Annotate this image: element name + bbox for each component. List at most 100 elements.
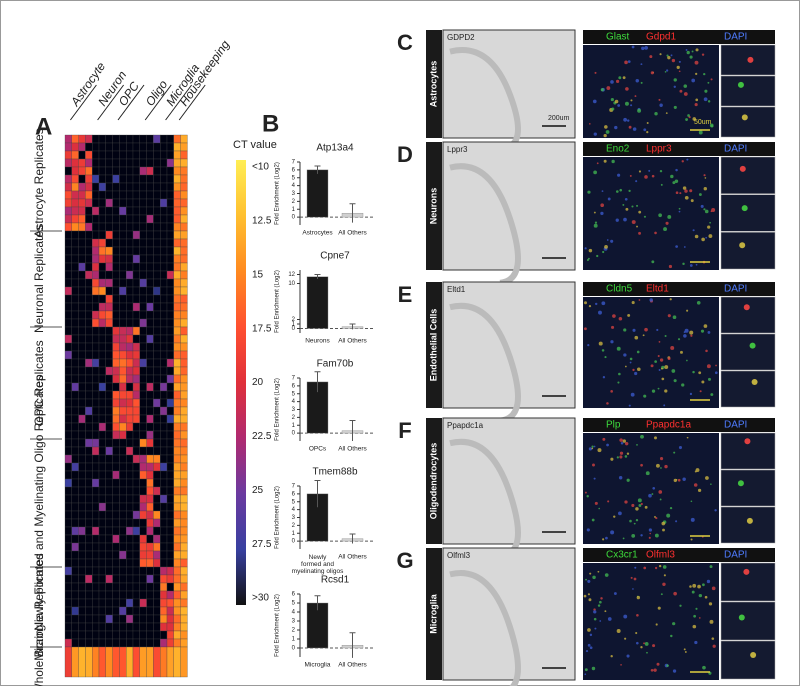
cell-dot xyxy=(607,197,611,201)
heatmap-cell xyxy=(173,390,181,400)
cell-dot xyxy=(617,381,620,384)
cell-dot xyxy=(595,302,598,306)
y-tick-label: 5 xyxy=(292,175,296,181)
heatmap-cell xyxy=(105,334,113,344)
heatmap-cell xyxy=(166,158,174,168)
heatmap-cell xyxy=(160,254,168,264)
heatmap-cell xyxy=(105,134,113,144)
cell-dot xyxy=(677,338,681,341)
cell-dot xyxy=(585,650,589,653)
heatmap-cell xyxy=(132,278,140,288)
heatmap-cell xyxy=(78,542,86,552)
heatmap-cell xyxy=(92,550,100,560)
heatmap-cell xyxy=(173,294,181,304)
heatmap-cell xyxy=(126,270,134,280)
heatmap-cell xyxy=(146,254,154,264)
cell-dot xyxy=(665,221,669,225)
cell-dot xyxy=(651,389,656,393)
heatmap-cell xyxy=(153,630,161,640)
cell-dot xyxy=(602,250,605,254)
inset-cell xyxy=(744,438,751,445)
heatmap-cell xyxy=(160,310,168,320)
heatmap-cell xyxy=(126,630,134,640)
heatmap-cell xyxy=(126,478,134,488)
heatmap-cell xyxy=(126,454,134,464)
cell-dot xyxy=(627,313,631,317)
inset-cell xyxy=(746,517,753,524)
heatmap-cell xyxy=(112,214,120,224)
heatmap-cell xyxy=(180,246,188,256)
cell-dot xyxy=(637,498,642,503)
heatmap-cell xyxy=(85,214,93,224)
cell-dot xyxy=(666,513,671,518)
heatmap-cell xyxy=(166,150,174,160)
cell-dot xyxy=(596,162,599,165)
heatmap-cell xyxy=(98,214,106,224)
cell-dot xyxy=(671,369,676,373)
inset-cell xyxy=(741,205,748,212)
cell-dot xyxy=(672,622,676,626)
heatmap-cell xyxy=(166,606,174,616)
heatmap-cell xyxy=(132,510,140,520)
cell-dot xyxy=(667,215,672,219)
channel-label: Cldn5 xyxy=(606,284,633,295)
heatmap-cell xyxy=(132,518,140,528)
heatmap-cell xyxy=(78,302,86,312)
channel-label: DAPI xyxy=(724,32,747,43)
heatmap-cell xyxy=(126,646,134,678)
heatmap-cell xyxy=(126,182,134,192)
heatmap-cell xyxy=(180,326,188,336)
heatmap-cell xyxy=(92,214,100,224)
heatmap-cell xyxy=(153,502,161,512)
heatmap-cell xyxy=(132,390,140,400)
cell-dot xyxy=(587,344,590,347)
heatmap-cell xyxy=(160,406,168,416)
heatmap-cell xyxy=(105,534,113,544)
heatmap-cell xyxy=(180,190,188,200)
y-tick-label: 5 xyxy=(292,499,296,505)
heatmap-cell xyxy=(173,382,181,392)
error-bar xyxy=(349,533,356,544)
heatmap-cell xyxy=(180,622,188,632)
heatmap-cell xyxy=(112,246,120,256)
heatmap-cell xyxy=(71,318,79,328)
cell-dot xyxy=(676,65,680,69)
heatmap-cell xyxy=(119,590,127,600)
x-tick-label: Astrocytes xyxy=(302,230,333,237)
cell-dot xyxy=(696,300,701,305)
heatmap-cell xyxy=(78,254,86,264)
cell-dot xyxy=(664,335,667,338)
heatmap-cell xyxy=(139,350,147,360)
heatmap-cell xyxy=(126,438,134,448)
heatmap-cell xyxy=(92,230,100,240)
heatmap-cell xyxy=(126,550,134,560)
heatmap-cell xyxy=(173,350,181,360)
cell-dot xyxy=(631,205,634,208)
heatmap-cell xyxy=(92,430,100,440)
y-tick-label: 3 xyxy=(292,619,296,625)
heatmap-cell xyxy=(119,302,127,312)
heatmap-cell xyxy=(112,342,120,352)
heatmap-cell xyxy=(64,230,72,240)
heatmap-cell xyxy=(64,318,72,328)
channel-label: Cx3cr1 xyxy=(606,550,638,561)
inset-image xyxy=(720,296,776,334)
scale-label: 200um xyxy=(548,115,570,122)
heatmap-cell xyxy=(64,526,72,536)
cell-dot xyxy=(632,588,634,590)
heatmap-cell xyxy=(78,462,86,472)
channel-header xyxy=(583,142,775,156)
heatmap-cell xyxy=(119,350,127,360)
heatmap-cell xyxy=(112,206,120,216)
gene-label: GDPD2 xyxy=(447,33,475,42)
heatmap-cell xyxy=(132,350,140,360)
cell-dot xyxy=(656,328,659,332)
heatmap-cell xyxy=(119,374,127,384)
heatmap-cell xyxy=(64,142,72,152)
cell-type-tag: Endothelial Cells xyxy=(428,309,438,382)
heatmap-cell xyxy=(160,142,168,152)
cell-dot xyxy=(597,448,602,453)
cell-dot xyxy=(643,642,646,645)
gene-label: Lppr3 xyxy=(447,145,468,154)
heatmap-cell xyxy=(160,302,168,312)
